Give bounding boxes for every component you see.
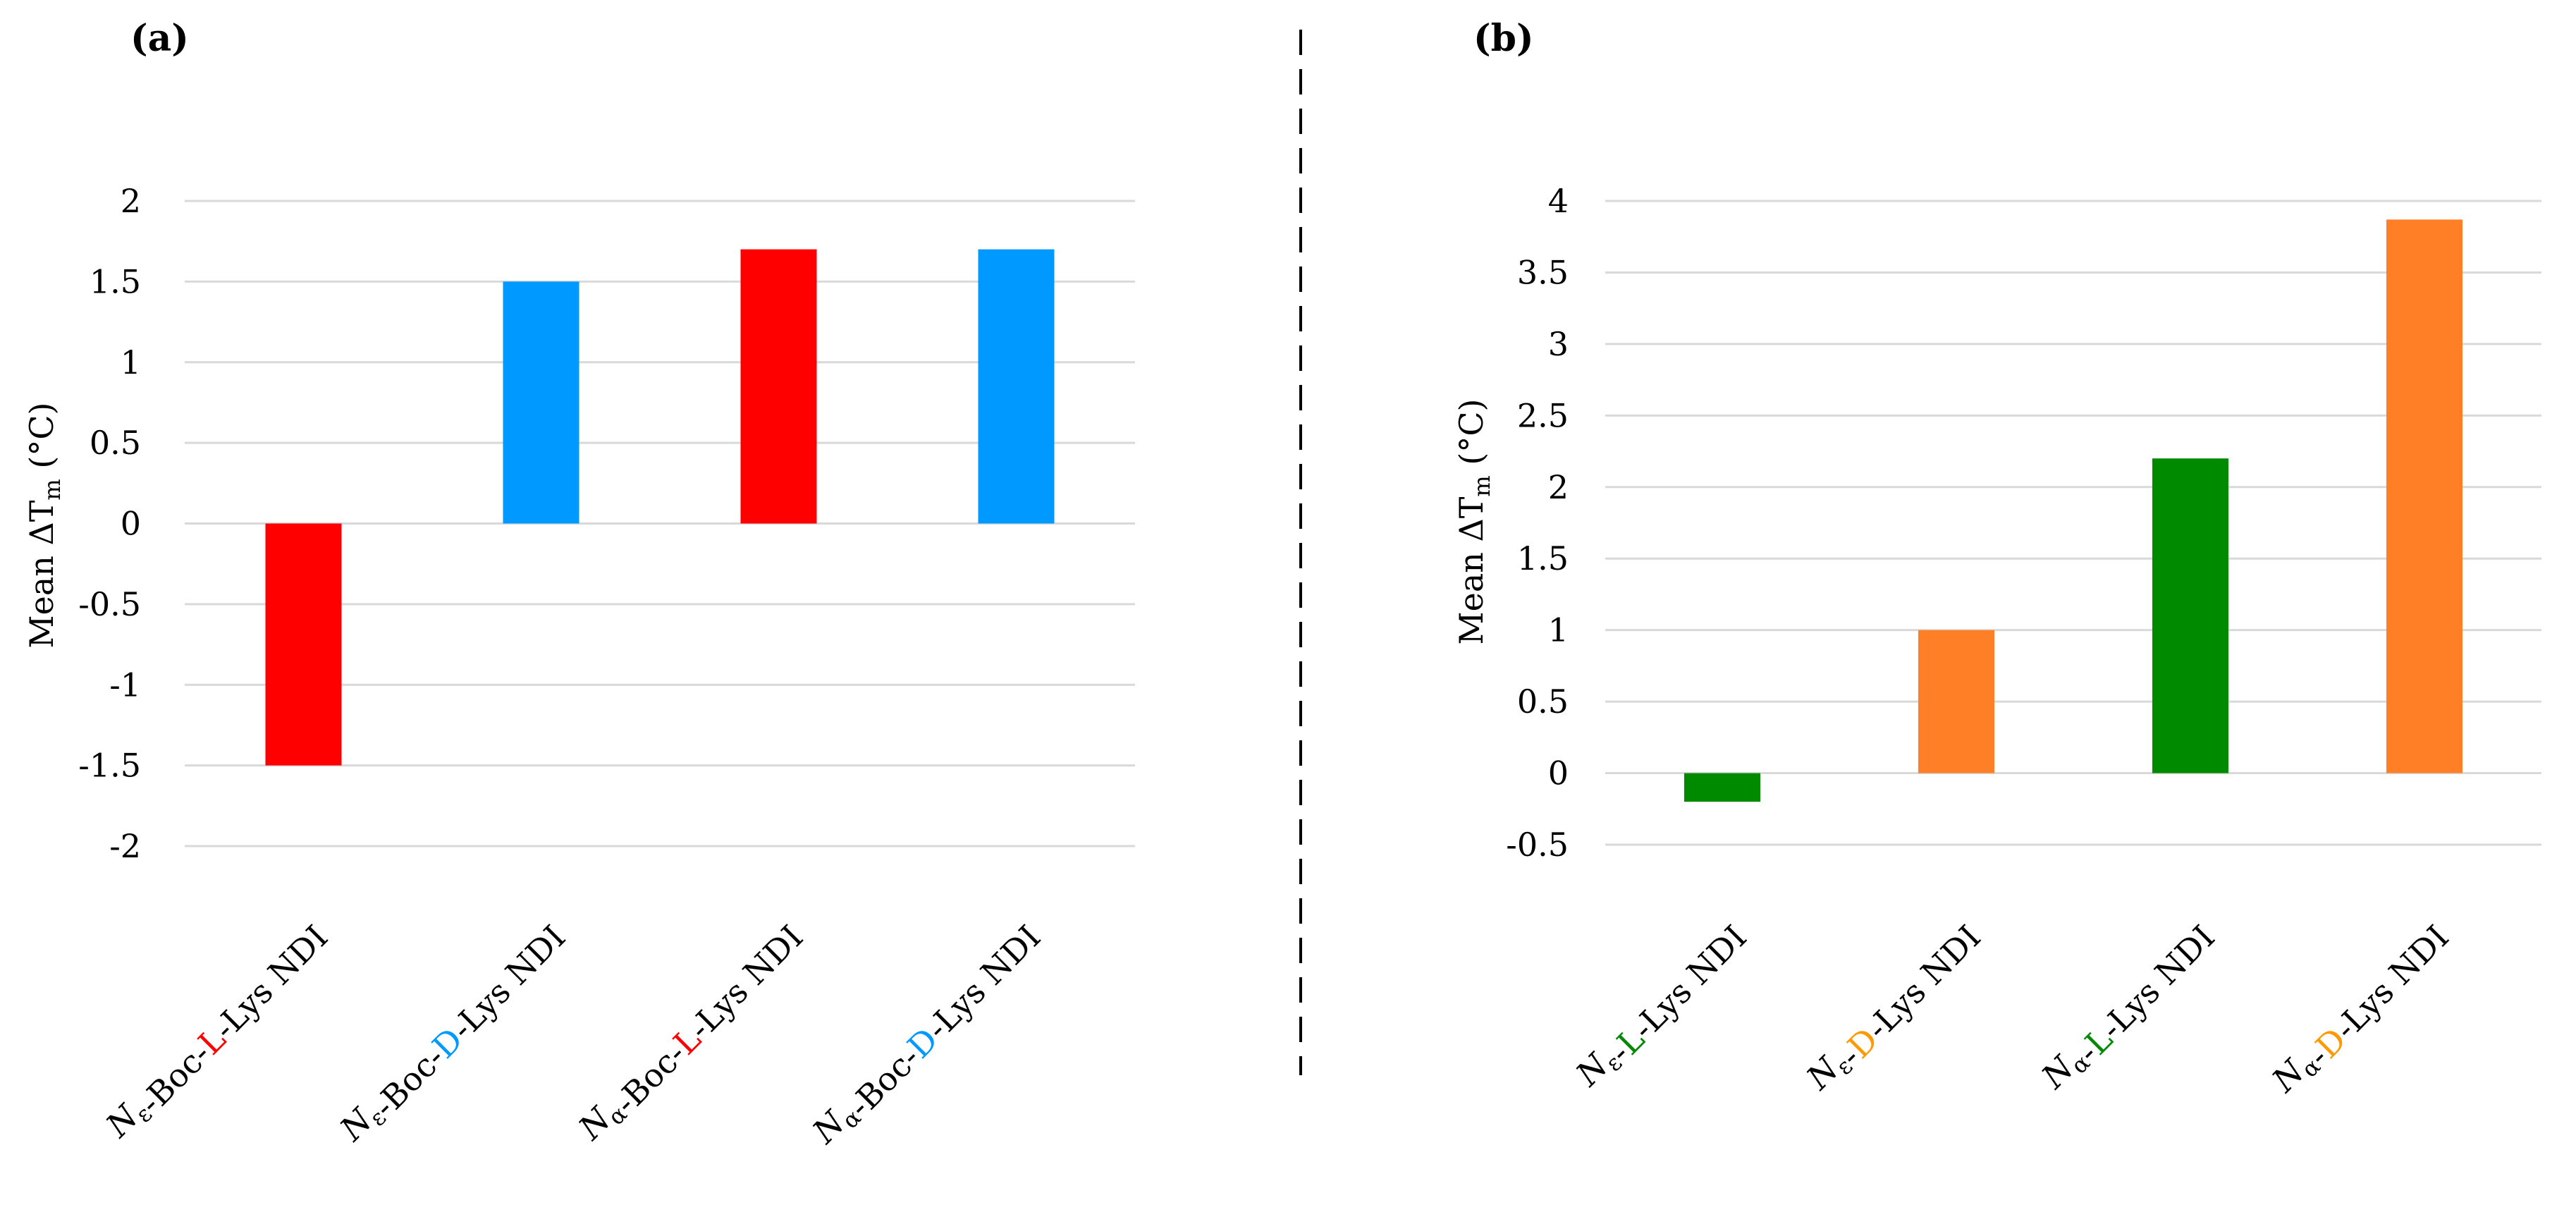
y-tick-label: 4 xyxy=(1548,182,1569,220)
panel-b-y-axis-title: Mean ΔTm (°C) xyxy=(1452,399,1495,645)
bar xyxy=(978,249,1055,524)
y-tick-label: -0.5 xyxy=(1506,826,1569,864)
y-tick-label: 2 xyxy=(1548,468,1569,506)
panel-b-bars xyxy=(1684,219,2462,802)
category-label: Nα-Boc-D-Lys NDI xyxy=(804,913,1048,1156)
category-label: Nε-Boc-L-Lys NDI xyxy=(98,913,335,1150)
y-tick-label: 3.5 xyxy=(1517,253,1569,291)
bar xyxy=(2386,219,2462,773)
category-label: Nα-L-Lys NDI xyxy=(2034,913,2222,1101)
y-tick-label: 0.5 xyxy=(1517,683,1569,721)
panel-a-chart: (a) 2 1.5 1 0.5 0 -0.5 -1 -1.5 -2 Nε-Boc-L-Lys N… xyxy=(23,17,1135,1156)
category-label: Nα-Boc-L-Lys NDI xyxy=(571,913,811,1153)
y-tick-label: 0 xyxy=(1548,754,1569,792)
bar xyxy=(740,249,817,524)
panel-a-y-ticks: 2 1.5 1 0.5 0 -0.5 -1 -1.5 -2 xyxy=(78,182,141,865)
y-tick-label: -1.5 xyxy=(78,747,141,785)
y-tick-label: -2 xyxy=(109,827,141,865)
category-label: Nα-D-Lys NDI xyxy=(2264,913,2456,1105)
category-label: Nε-Boc-D-Lys NDI xyxy=(332,913,572,1153)
y-tick-label: 2.5 xyxy=(1517,396,1569,434)
panel-a-label: (a) xyxy=(130,17,189,60)
bar xyxy=(2152,458,2228,773)
bar xyxy=(1684,773,1760,802)
panel-b-y-ticks: 4 3.5 3 2.5 2 1.5 1 0.5 0 -0.5 xyxy=(1506,182,1569,864)
panel-b-chart: (b) 4 3.5 3 2.5 2 1.5 1 0.5 0 -0.5 Nε-L-Lys NDINε… xyxy=(1452,17,2541,1105)
panel-a-y-axis-title: Mean ΔTm (°C) xyxy=(23,403,66,649)
y-tick-label: 3 xyxy=(1548,325,1569,363)
y-tick-label: -1 xyxy=(109,666,141,704)
panel-a-gridlines xyxy=(185,200,1135,847)
y-tick-label: 1 xyxy=(1548,611,1569,649)
y-tick-label: 1.5 xyxy=(1517,539,1569,577)
y-tick-label: 0.5 xyxy=(90,424,141,462)
bar xyxy=(265,523,342,766)
panel-a-bars xyxy=(265,249,1055,766)
y-tick-label: 2 xyxy=(121,182,141,220)
bar xyxy=(1918,630,1994,773)
panel-b-gridlines xyxy=(1605,200,2541,846)
y-tick-label: -0.5 xyxy=(78,585,141,623)
panel-b-label: (b) xyxy=(1473,17,1534,60)
y-tick-label: 0 xyxy=(121,505,141,543)
y-tick-label: 1 xyxy=(121,343,141,381)
bar xyxy=(503,281,579,524)
y-tick-label: 1.5 xyxy=(90,262,141,300)
category-label: Nε-L-Lys NDI xyxy=(1568,913,1754,1099)
category-label: Nε-D-Lys NDI xyxy=(1798,913,1988,1103)
